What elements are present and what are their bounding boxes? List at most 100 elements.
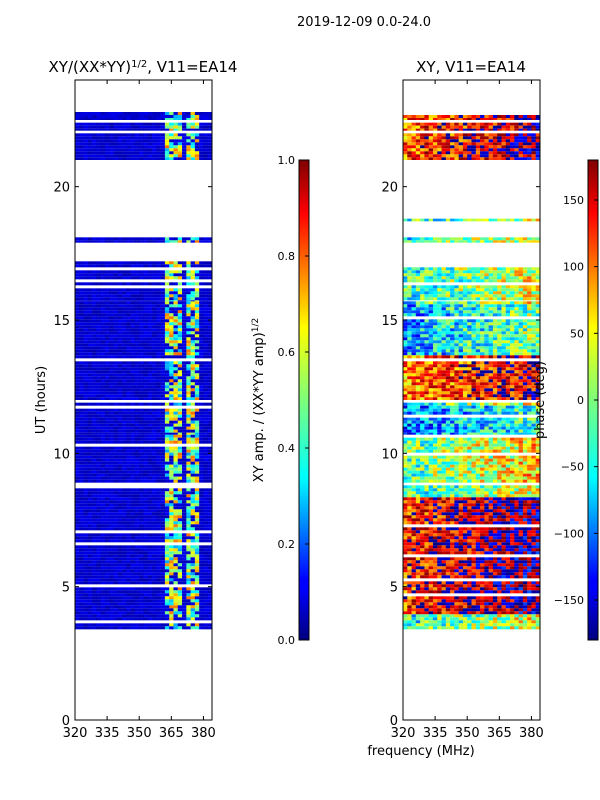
amplitude-cell <box>79 551 84 555</box>
amplitude-cell <box>164 133 170 137</box>
amplitude-cell <box>169 151 174 155</box>
amplitude-cell <box>113 373 119 377</box>
amplitude-cell <box>134 437 140 441</box>
phase-cell <box>501 485 507 489</box>
amplitude-cell <box>164 491 170 495</box>
amplitude-cell <box>177 282 183 286</box>
amplitude-cell <box>104 264 110 268</box>
amplitude-cell <box>143 151 149 155</box>
amplitude-cell <box>147 394 153 398</box>
amplitude-cell <box>152 270 157 274</box>
amplitude-cell <box>109 503 114 507</box>
phase-cell <box>471 500 477 504</box>
phase-cell <box>518 530 524 534</box>
amplitude-cell <box>173 297 179 301</box>
amplitude-cell <box>122 154 127 158</box>
amplitude-cell <box>100 376 106 380</box>
amplitude-cell <box>173 115 179 118</box>
amplitude-cell <box>194 509 200 513</box>
amplitude-cell <box>126 411 131 415</box>
amplitude-cell <box>75 623 80 627</box>
amplitude-cell <box>190 328 196 332</box>
amplitude-cell <box>83 300 89 302</box>
amplitude-cell <box>134 288 140 292</box>
amplitude-cell <box>122 476 127 480</box>
phase-cell <box>492 497 498 501</box>
phase-cell <box>407 566 412 570</box>
amplitude-cell <box>122 288 127 292</box>
amplitude-cell <box>79 437 84 441</box>
amplitude-cell <box>100 458 106 462</box>
amplitude-cell <box>164 394 170 398</box>
phase-cell <box>518 548 524 552</box>
amplitude-cell <box>79 128 84 131</box>
amplitude-cell <box>100 139 106 143</box>
amplitude-cell <box>143 264 149 268</box>
phase-cell <box>450 491 455 495</box>
phase-cell <box>424 515 429 519</box>
amplitude-cell <box>194 397 200 400</box>
phase-cell <box>437 491 442 495</box>
amplitude-cell <box>79 605 84 609</box>
phase-cell <box>411 521 417 525</box>
amplitude-cell <box>147 370 153 374</box>
phase-cell <box>475 530 481 534</box>
amplitude-cell <box>130 572 136 576</box>
amplitude-cell <box>96 304 101 308</box>
phase-cell <box>445 515 451 519</box>
amplitude-cell <box>186 115 191 118</box>
amplitude-cell <box>203 611 209 615</box>
amplitude-cell <box>169 446 174 450</box>
amplitude-cell <box>190 446 196 450</box>
amplitude-cell <box>126 337 131 341</box>
amplitude-cell <box>113 157 119 160</box>
amplitude-cell <box>83 473 89 477</box>
amplitude-cell <box>173 494 179 498</box>
amplitude-cell <box>182 397 187 400</box>
amplitude-cell <box>177 518 183 522</box>
amplitude-cell <box>100 325 106 329</box>
amplitude-cell <box>83 370 89 374</box>
amplitude-cell <box>100 440 106 444</box>
amplitude-cell <box>92 440 97 444</box>
amplitude-cell <box>139 476 144 480</box>
amplitude-cell <box>87 291 93 295</box>
amplitude-cell <box>126 417 131 421</box>
amplitude-cell <box>117 521 123 525</box>
amplitude-cell <box>186 282 191 286</box>
amplitude-cell <box>182 429 187 433</box>
amplitude-cell <box>122 614 127 618</box>
amplitude-cell <box>143 240 149 243</box>
phase-cell <box>510 506 515 510</box>
phase-cell <box>514 515 519 519</box>
amplitude-cell <box>160 388 166 392</box>
amplitude-cell <box>160 599 166 603</box>
amplitude-cell <box>194 148 200 152</box>
amplitude-cell <box>79 420 84 424</box>
amplitude-cell <box>126 122 131 126</box>
amplitude-cell <box>92 118 97 120</box>
amplitude-cell <box>79 458 84 462</box>
phase-cell <box>450 530 455 534</box>
amplitude-cell <box>130 563 136 567</box>
amplitude-cell <box>75 382 80 386</box>
amplitude-cell <box>104 300 110 302</box>
phase-cell <box>522 485 528 489</box>
amplitude-cell <box>79 325 84 329</box>
amplitude-cell <box>92 397 97 400</box>
amplitude-cell <box>169 300 174 302</box>
amplitude-cell <box>117 581 123 585</box>
amplitude-cell <box>143 304 149 308</box>
phase-cell <box>445 539 451 543</box>
amplitude-cell <box>186 494 191 498</box>
phase-cell <box>411 527 417 531</box>
amplitude-cell <box>92 334 97 338</box>
amplitude-cell <box>143 437 149 441</box>
amplitude-cell <box>160 524 166 528</box>
phase-cell <box>488 551 494 555</box>
phase-cell <box>428 521 434 525</box>
amplitude-cell <box>182 133 187 137</box>
amplitude-cell <box>164 440 170 444</box>
amplitude-cell <box>122 337 127 341</box>
amplitude-cell <box>177 376 183 380</box>
